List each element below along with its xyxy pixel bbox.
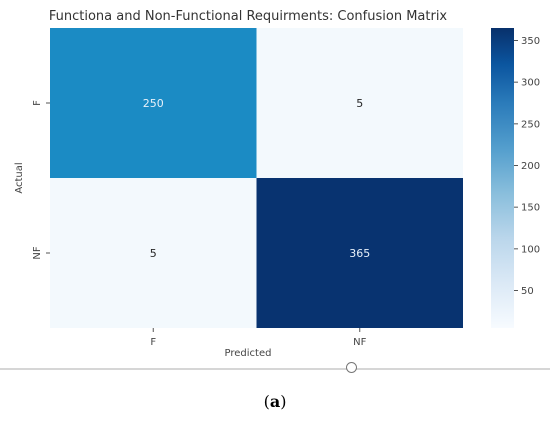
x-tick-label: F bbox=[150, 337, 156, 348]
colorbar-tick-label: 250 bbox=[521, 119, 540, 130]
colorbar-tick-label: 300 bbox=[521, 78, 540, 89]
colorbar-tick-label: 350 bbox=[521, 36, 540, 47]
colorbar bbox=[491, 28, 514, 328]
caption-close-paren: ) bbox=[280, 392, 287, 411]
heatmap-cell-nf-nf bbox=[256, 178, 463, 328]
caption-open-paren: ( bbox=[263, 392, 270, 411]
heatmap-cell-nf-f bbox=[50, 178, 257, 328]
heatmap-cell-f-f bbox=[50, 28, 257, 178]
cell-value-label: 250 bbox=[143, 97, 164, 110]
colorbar-tick-label: 150 bbox=[521, 203, 540, 214]
cell-value-label: 365 bbox=[349, 247, 370, 260]
caption-letter: a bbox=[269, 392, 281, 411]
circle-icon bbox=[346, 362, 357, 373]
cell-value-label: 5 bbox=[150, 247, 157, 260]
confusion-matrix-chart: Functiona and Non-Functional Requirments… bbox=[14, 9, 540, 359]
y-tick-label: NF bbox=[32, 246, 43, 259]
colorbar-tick-label: 200 bbox=[521, 161, 540, 172]
screenshot-bottom-edge bbox=[0, 368, 550, 370]
y-tick-label: F bbox=[32, 100, 43, 106]
x-tick-label: NF bbox=[353, 337, 366, 348]
colorbar-tick-label: 50 bbox=[521, 286, 534, 297]
figure-caption: (a) bbox=[0, 392, 550, 411]
y-axis-label: Actual bbox=[14, 162, 25, 193]
chart-title: Functiona and Non-Functional Requirments… bbox=[49, 9, 448, 24]
x-axis-label: Predicted bbox=[225, 348, 272, 359]
heatmap-cell-f-nf bbox=[256, 28, 463, 178]
colorbar-tick-label: 100 bbox=[521, 244, 540, 255]
cell-value-label: 5 bbox=[356, 97, 363, 110]
